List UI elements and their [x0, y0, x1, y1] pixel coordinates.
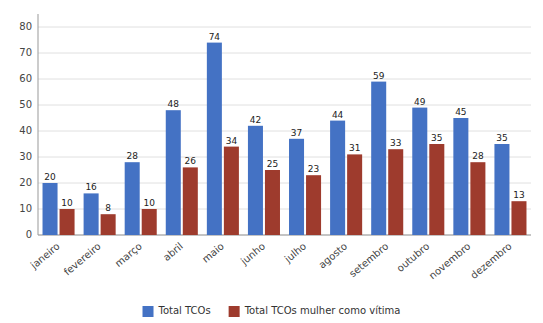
data-label: 35: [496, 133, 507, 143]
legend-swatch: [229, 306, 240, 317]
legend-label: Total TCOs mulher como vítima: [244, 305, 401, 316]
bar: [453, 118, 468, 235]
data-label: 10: [143, 198, 155, 208]
data-labels: 20 16 28 48 74 42 37 44 59 49 45 35 10 8 10 26 34 25 23 31 3…: [44, 32, 524, 214]
bar: [347, 154, 362, 235]
data-label: 48: [168, 99, 180, 109]
data-label: 33: [390, 138, 401, 148]
grid-line: [38, 105, 531, 106]
x-axis-ticks: janeirofevereiro março abril maio junho julho…: [28, 240, 514, 281]
data-label: 31: [349, 143, 360, 153]
data-label: 26: [185, 156, 197, 166]
legend-item: Total TCOs: [143, 305, 211, 317]
bar: [306, 175, 321, 235]
data-label: 13: [513, 190, 524, 200]
y-tick-label: 0: [26, 229, 32, 240]
grid-line: [38, 79, 531, 80]
x-tick-label: dezembro: [468, 240, 513, 281]
x-tick-label: janeiro: [28, 240, 62, 271]
data-label: 49: [414, 97, 426, 107]
bar: [429, 144, 444, 235]
bar: [248, 126, 263, 235]
data-label: 59: [373, 71, 385, 81]
bar: [207, 43, 222, 235]
data-label: 74: [209, 32, 221, 42]
data-label: 16: [85, 182, 97, 192]
chart-container: 0 10 20 30 40 50 60 70 80 20 16 28 48 74 42 37 44 59 49 45 3…: [0, 0, 543, 323]
bar: [371, 82, 386, 235]
bar: [101, 214, 116, 235]
bar: [511, 201, 526, 235]
bar: [84, 193, 99, 235]
y-tick-label: 20: [19, 177, 32, 188]
bar: [289, 139, 304, 235]
y-tick-label: 30: [19, 151, 32, 162]
x-tick-label: outubro: [394, 240, 431, 274]
bar: [142, 209, 157, 235]
data-label: 20: [44, 172, 56, 182]
bar: [125, 162, 140, 235]
data-label: 35: [431, 133, 442, 143]
grid-line: [38, 53, 531, 54]
bars: [43, 43, 527, 235]
y-axis-ticks: 0 10 20 30 40 50 60 70 80: [19, 21, 32, 240]
y-tick-label: 60: [19, 73, 32, 84]
x-tick-label: novembro: [427, 240, 473, 281]
data-label: 34: [226, 136, 238, 146]
bar: [43, 183, 58, 235]
data-label: 45: [455, 107, 466, 117]
chart: 0 10 20 30 40 50 60 70 80 20 16 28 48 74 42 37 44 59 49 45 3…: [0, 0, 543, 323]
y-tick-label: 70: [19, 47, 32, 58]
x-tick-label: setembro: [347, 240, 390, 279]
data-label: 10: [61, 198, 73, 208]
data-label: 25: [267, 159, 278, 169]
grid-line: [38, 27, 531, 28]
data-label: 42: [250, 115, 261, 125]
bar: [330, 121, 345, 235]
bar: [265, 170, 280, 235]
legend: Total TCOs Total TCOs mulher como vítima: [143, 305, 401, 317]
data-label: 44: [332, 110, 344, 120]
bar: [494, 144, 509, 235]
x-tick-label: julho: [282, 240, 308, 265]
x-tick-label: agosto: [316, 240, 349, 270]
data-label: 8: [105, 203, 111, 213]
x-tick-label: fevereiro: [62, 240, 103, 277]
y-tick-label: 40: [19, 125, 32, 136]
y-tick-label: 50: [19, 99, 32, 110]
bar: [60, 209, 75, 235]
y-tick-label: 10: [19, 203, 32, 214]
data-label: 28: [126, 151, 138, 161]
bar: [388, 149, 403, 235]
x-tick-label: março: [113, 240, 144, 269]
grid: [38, 27, 531, 235]
bar: [224, 147, 239, 235]
x-tick-label: abril: [161, 240, 185, 263]
data-label: 23: [308, 164, 319, 174]
legend-item: Total TCOs mulher como vítima: [229, 305, 401, 317]
data-label: 37: [291, 128, 302, 138]
bar: [166, 110, 181, 235]
data-label: 28: [472, 151, 484, 161]
y-tick-label: 80: [19, 21, 32, 32]
legend-label: Total TCOs: [158, 305, 211, 316]
legend-swatch: [143, 306, 154, 317]
y-axis-line: [38, 14, 39, 235]
x-tick-label: maio: [200, 240, 226, 264]
bar: [412, 108, 427, 235]
bar: [183, 167, 198, 235]
bar: [470, 162, 485, 235]
x-tick-label: junho: [238, 240, 267, 267]
